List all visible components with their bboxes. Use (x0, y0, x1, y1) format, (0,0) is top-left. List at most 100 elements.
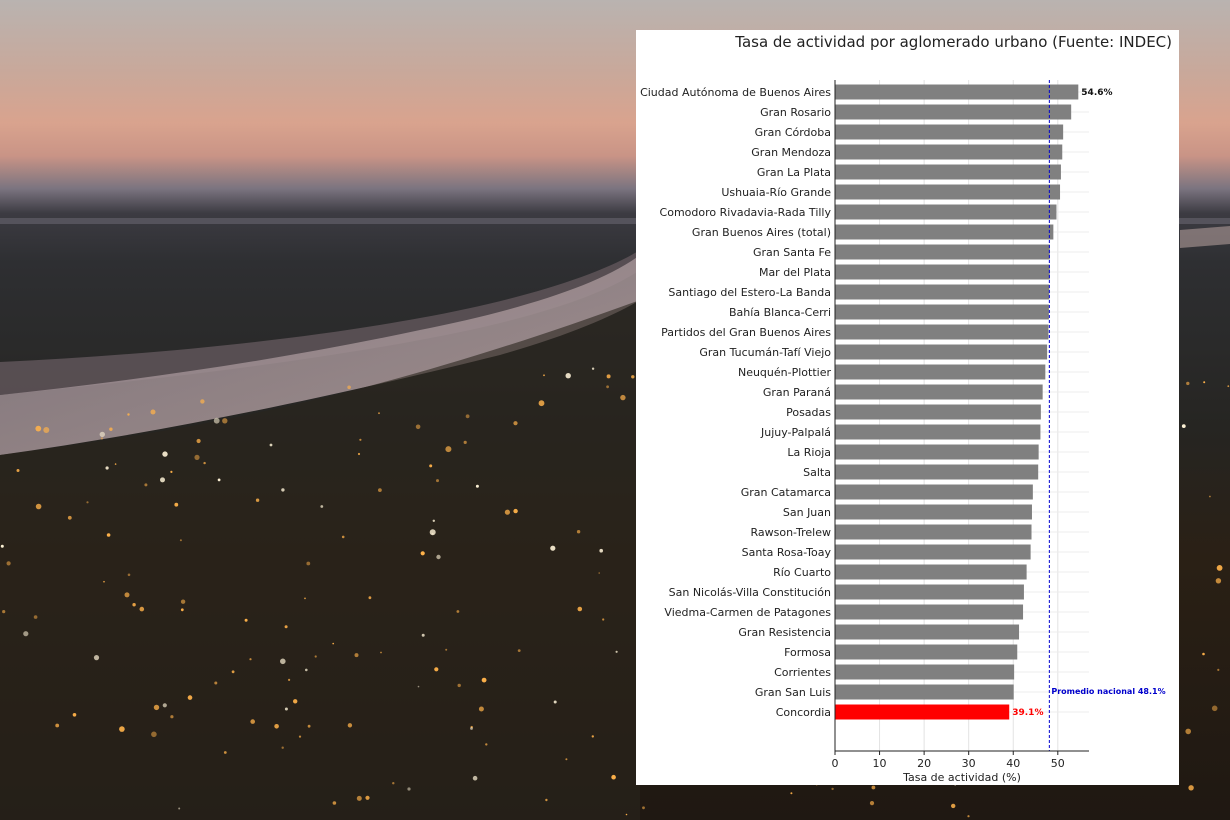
city-light (249, 658, 252, 661)
city-light (109, 427, 113, 431)
city-light (432, 519, 435, 522)
city-light (591, 735, 594, 738)
city-light (436, 479, 439, 483)
city-light (517, 649, 521, 652)
city-light (1211, 705, 1218, 712)
city-light (180, 599, 186, 604)
city-light (119, 726, 125, 732)
city-light (2, 610, 6, 614)
category-label: Gran Santa Fe (753, 246, 831, 259)
city-light (284, 707, 288, 711)
category-label: San Juan (783, 506, 831, 519)
city-light (150, 409, 156, 415)
city-light (434, 667, 439, 672)
category-label: Concordia (776, 706, 831, 719)
bar (835, 164, 1061, 180)
city-light (475, 484, 479, 488)
city-light (306, 561, 311, 566)
bar (835, 704, 1010, 720)
city-light (415, 424, 421, 430)
city-light (281, 746, 284, 749)
category-label: Gran San Luis (755, 686, 831, 699)
city-light (577, 606, 583, 612)
category-label: Rawson-Trelew (750, 526, 831, 539)
bar (835, 464, 1039, 480)
city-light (0, 544, 4, 548)
city-light (223, 751, 227, 754)
city-light (598, 572, 600, 574)
category-label: Gran La Plata (757, 166, 831, 179)
city-light (591, 367, 595, 370)
city-light (16, 469, 20, 472)
city-light (790, 792, 793, 795)
city-light (545, 798, 548, 802)
bar (835, 524, 1032, 540)
bar (835, 364, 1046, 380)
bar (835, 324, 1049, 340)
city-light (392, 782, 395, 785)
city-light (565, 373, 571, 379)
bar (835, 84, 1079, 100)
city-light (153, 704, 160, 711)
city-light (347, 385, 351, 390)
category-label: Gran Mendoza (751, 146, 831, 159)
category-label: Bahía Blanca-Cerri (729, 306, 831, 319)
city-light (106, 533, 111, 537)
city-light (244, 618, 248, 622)
city-light (332, 642, 335, 645)
category-label: San Nicolás-Villa Constitución (669, 586, 831, 599)
bar (835, 484, 1033, 500)
bar (835, 264, 1050, 280)
city-light (250, 719, 255, 724)
city-light (576, 530, 581, 534)
city-light (543, 374, 545, 377)
bar (835, 184, 1061, 200)
bar (835, 404, 1041, 420)
city-light (35, 503, 42, 510)
x-tick-label: 50 (1051, 757, 1065, 770)
city-light (1215, 578, 1222, 584)
city-light (378, 488, 382, 492)
city-light (196, 438, 201, 444)
category-label: Mar del Plata (759, 266, 831, 279)
bar (835, 284, 1050, 300)
x-tick-label: 0 (832, 757, 839, 770)
city-light (304, 597, 306, 600)
category-label: Neuquén-Plottier (738, 366, 831, 379)
city-light (269, 443, 273, 447)
city-light (255, 498, 260, 502)
bar (835, 304, 1049, 320)
city-light (103, 580, 105, 583)
category-label: Formosa (784, 646, 831, 659)
category-label: Partidos del Gran Buenos Aires (661, 326, 831, 339)
city-light (445, 648, 448, 651)
city-light (127, 413, 130, 416)
city-light (144, 483, 148, 487)
city-light (1209, 495, 1211, 498)
city-light (72, 713, 77, 717)
city-light (553, 700, 557, 704)
city-light (429, 464, 433, 468)
bar (835, 144, 1063, 160)
category-label: Posadas (786, 406, 831, 419)
city-light (354, 653, 359, 658)
city-light (320, 505, 324, 508)
category-label: Río Cuarto (773, 566, 831, 579)
bar (835, 644, 1018, 660)
city-light (565, 758, 568, 761)
city-light (170, 470, 173, 473)
city-light (298, 735, 302, 738)
city-light (124, 592, 130, 598)
data-label: 54.6% (1081, 88, 1112, 98)
bar (835, 204, 1057, 220)
city-light (174, 502, 179, 507)
chart-panel: Tasa de actividad por aglomerado urbano … (636, 30, 1179, 785)
city-light (314, 655, 317, 658)
bar (835, 504, 1032, 520)
city-light (127, 573, 131, 577)
city-light (421, 633, 425, 637)
bar (835, 684, 1014, 700)
city-light (380, 651, 382, 654)
city-light (280, 658, 286, 665)
city-light (93, 655, 100, 661)
